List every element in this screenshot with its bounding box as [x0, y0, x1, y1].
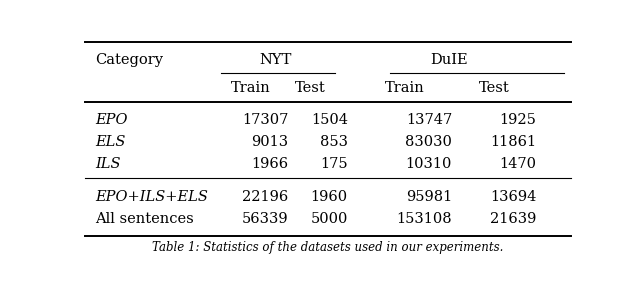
Text: Category: Category: [95, 53, 163, 67]
Text: 175: 175: [320, 157, 348, 171]
Text: 1966: 1966: [251, 157, 289, 171]
Text: 853: 853: [320, 135, 348, 149]
Text: Test: Test: [295, 81, 326, 95]
Text: 17307: 17307: [242, 114, 289, 128]
Text: 9013: 9013: [251, 135, 289, 149]
Text: 1504: 1504: [311, 114, 348, 128]
Text: 1925: 1925: [499, 114, 536, 128]
Text: 11861: 11861: [490, 135, 536, 149]
Text: 1470: 1470: [499, 157, 536, 171]
Text: Train: Train: [385, 81, 425, 95]
Text: Table 1: Statistics of the datasets used in our experiments.: Table 1: Statistics of the datasets used…: [152, 241, 504, 254]
Text: 1960: 1960: [310, 190, 348, 204]
Text: 13694: 13694: [490, 190, 536, 204]
Text: ILS: ILS: [95, 157, 120, 171]
Text: 83030: 83030: [405, 135, 452, 149]
Text: 5000: 5000: [310, 212, 348, 226]
Text: EPO: EPO: [95, 114, 127, 128]
Text: 153108: 153108: [396, 212, 452, 226]
Text: DuIE: DuIE: [431, 53, 468, 67]
Text: 22196: 22196: [242, 190, 289, 204]
Text: 56339: 56339: [242, 212, 289, 226]
Text: 95981: 95981: [406, 190, 452, 204]
Text: 10310: 10310: [406, 157, 452, 171]
Text: Test: Test: [479, 81, 509, 95]
Text: ELS: ELS: [95, 135, 125, 149]
Text: 21639: 21639: [490, 212, 536, 226]
Text: NYT: NYT: [260, 53, 292, 67]
Text: All sentences: All sentences: [95, 212, 194, 226]
Text: EPO+ILS+ELS: EPO+ILS+ELS: [95, 190, 208, 204]
Text: 13747: 13747: [406, 114, 452, 128]
Text: Train: Train: [231, 81, 271, 95]
